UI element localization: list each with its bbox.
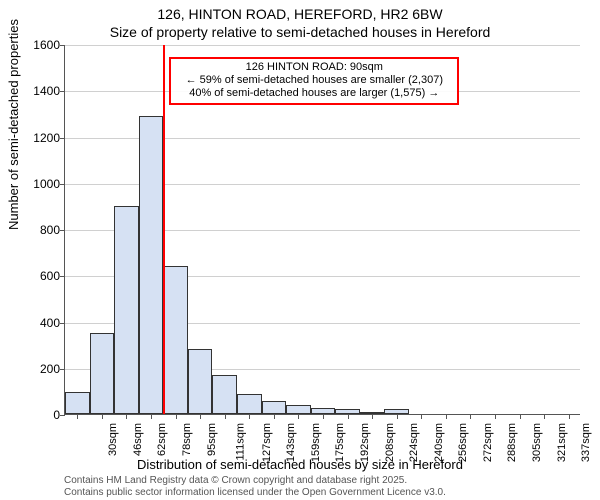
x-tick-label: 208sqm [384,423,396,462]
x-tick-mark [421,414,422,419]
x-tick-mark [298,414,299,419]
x-tick-label: 305sqm [531,423,543,462]
x-tick-label: 127sqm [261,423,273,462]
x-tick-mark [151,414,152,419]
x-tick-label: 272sqm [482,423,494,462]
x-tick-mark [126,414,127,419]
histogram-bar [311,408,336,414]
x-tick-mark [397,414,398,419]
chart-container: 126, HINTON ROAD, HEREFORD, HR2 6BW Size… [0,0,600,500]
x-tick-mark [470,414,471,419]
histogram-bar [360,412,385,414]
x-tick-label: 337sqm [580,423,592,462]
x-tick-mark [495,414,496,419]
x-tick-mark [102,414,103,419]
x-tick-label: 288sqm [507,423,519,462]
x-tick-label: 78sqm [181,423,193,456]
histogram-bar [90,333,115,414]
x-tick-mark [274,414,275,419]
y-tick-mark [60,91,65,92]
x-tick-label: 240sqm [433,423,445,462]
x-tick-mark [372,414,373,419]
y-tick-label: 1000 [10,177,60,191]
grid-line [65,45,580,46]
x-tick-label: 192sqm [359,423,371,462]
x-tick-mark [225,414,226,419]
x-tick-mark [348,414,349,419]
y-tick-label: 1400 [10,84,60,98]
x-tick-mark [176,414,177,419]
y-tick-mark [60,415,65,416]
x-tick-mark [520,414,521,419]
x-tick-mark [446,414,447,419]
y-tick-mark [60,276,65,277]
x-tick-mark [249,414,250,419]
x-tick-label: 143sqm [285,423,297,462]
chart-title-line2: Size of property relative to semi-detach… [0,24,600,40]
histogram-bar [188,349,213,414]
reference-line [163,45,165,414]
annotation-line3: 40% of semi-detached houses are larger (… [175,87,453,100]
x-tick-label: 256sqm [457,423,469,462]
y-tick-label: 600 [10,269,60,283]
histogram-bar [65,392,90,414]
histogram-bar [335,409,360,414]
histogram-bar [237,394,262,414]
histogram-bar [114,206,139,414]
x-tick-mark [569,414,570,419]
x-tick-label: 224sqm [408,423,420,462]
footer-line2: Contains public sector information licen… [64,487,446,498]
x-tick-label: 62sqm [156,423,168,456]
y-tick-mark [60,184,65,185]
y-tick-label: 1600 [10,38,60,52]
histogram-bar [262,401,287,414]
x-tick-label: 46sqm [132,423,144,456]
y-tick-label: 0 [10,408,60,422]
x-tick-mark [544,414,545,419]
x-tick-mark [200,414,201,419]
y-tick-mark [60,323,65,324]
x-tick-mark [77,414,78,419]
x-tick-label: 321sqm [556,423,568,462]
y-tick-label: 800 [10,223,60,237]
histogram-bar [286,405,311,414]
x-tick-label: 111sqm [235,423,247,461]
footer-line1: Contains HM Land Registry data © Crown c… [64,475,407,486]
x-tick-label: 159sqm [310,423,322,462]
plot-area: 126 HINTON ROAD: 90sqm← 59% of semi-deta… [64,45,580,415]
histogram-bar [163,266,188,414]
x-tick-label: 175sqm [335,423,347,462]
y-tick-mark [60,138,65,139]
x-tick-label: 30sqm [107,423,119,456]
y-tick-label: 400 [10,316,60,330]
y-tick-label: 200 [10,362,60,376]
chart-title-line1: 126, HINTON ROAD, HEREFORD, HR2 6BW [0,6,600,22]
y-tick-mark [60,369,65,370]
annotation-box: 126 HINTON ROAD: 90sqm← 59% of semi-deta… [169,57,459,105]
y-tick-mark [60,230,65,231]
annotation-line1: 126 HINTON ROAD: 90sqm [175,61,453,74]
x-tick-label: 95sqm [206,423,218,456]
x-tick-mark [323,414,324,419]
histogram-bar [384,409,409,414]
y-tick-mark [60,45,65,46]
histogram-bar [212,375,237,414]
annotation-line2: ← 59% of semi-detached houses are smalle… [175,74,453,87]
histogram-bar [139,116,164,414]
y-tick-label: 1200 [10,131,60,145]
